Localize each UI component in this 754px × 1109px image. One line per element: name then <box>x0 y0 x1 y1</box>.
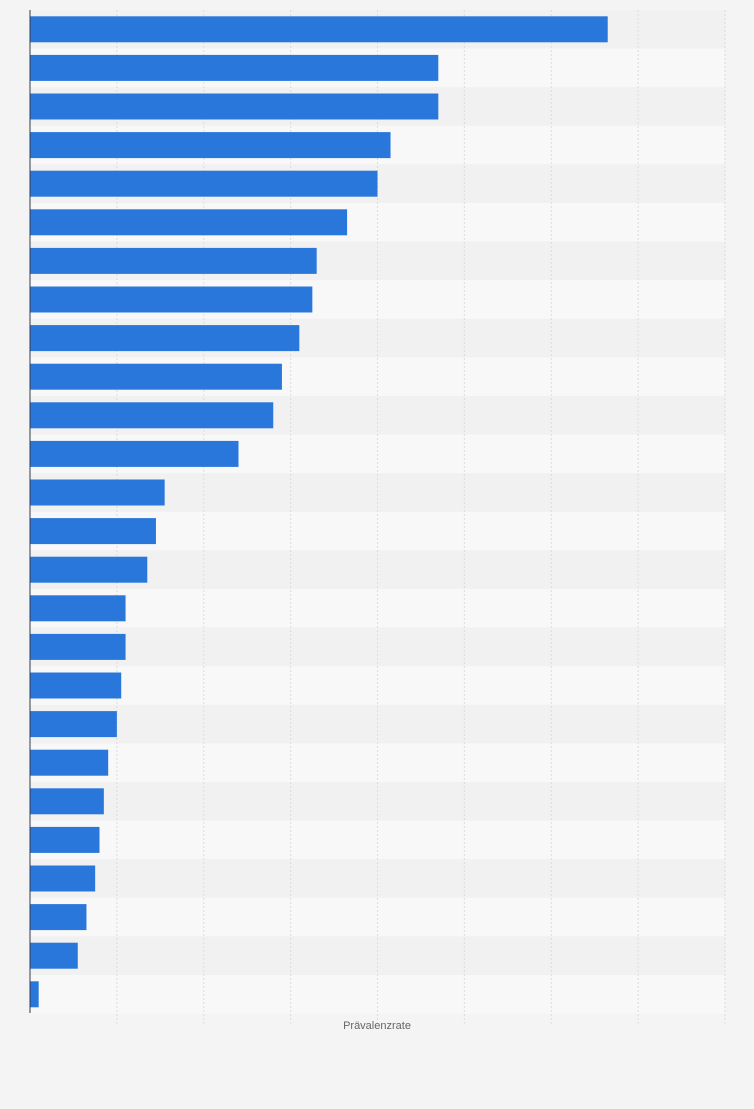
bar[interactable] <box>30 479 165 506</box>
row-band <box>30 897 725 937</box>
bar[interactable] <box>30 672 122 699</box>
bar[interactable] <box>30 286 313 313</box>
bar[interactable] <box>30 325 300 352</box>
bar[interactable] <box>30 633 126 660</box>
bar[interactable] <box>30 170 378 197</box>
bar[interactable] <box>30 904 87 931</box>
bar[interactable] <box>30 440 239 467</box>
bar[interactable] <box>30 556 148 583</box>
bar[interactable] <box>30 247 317 274</box>
bar[interactable] <box>30 865 96 892</box>
bar[interactable] <box>30 595 126 622</box>
bars <box>30 16 608 1008</box>
bar[interactable] <box>30 54 439 81</box>
bar[interactable] <box>30 942 78 969</box>
x-axis-label: Prävalenzrate <box>343 1020 411 1032</box>
bar[interactable] <box>30 16 608 43</box>
bar[interactable] <box>30 93 439 120</box>
bar[interactable] <box>30 788 104 815</box>
bar[interactable] <box>30 981 39 1008</box>
bar[interactable] <box>30 749 109 776</box>
bar[interactable] <box>30 826 100 853</box>
bar[interactable] <box>30 363 282 390</box>
bar[interactable] <box>30 518 156 545</box>
bar[interactable] <box>30 711 117 738</box>
bar[interactable] <box>30 209 348 236</box>
bar[interactable] <box>30 132 391 159</box>
bar[interactable] <box>30 402 274 429</box>
